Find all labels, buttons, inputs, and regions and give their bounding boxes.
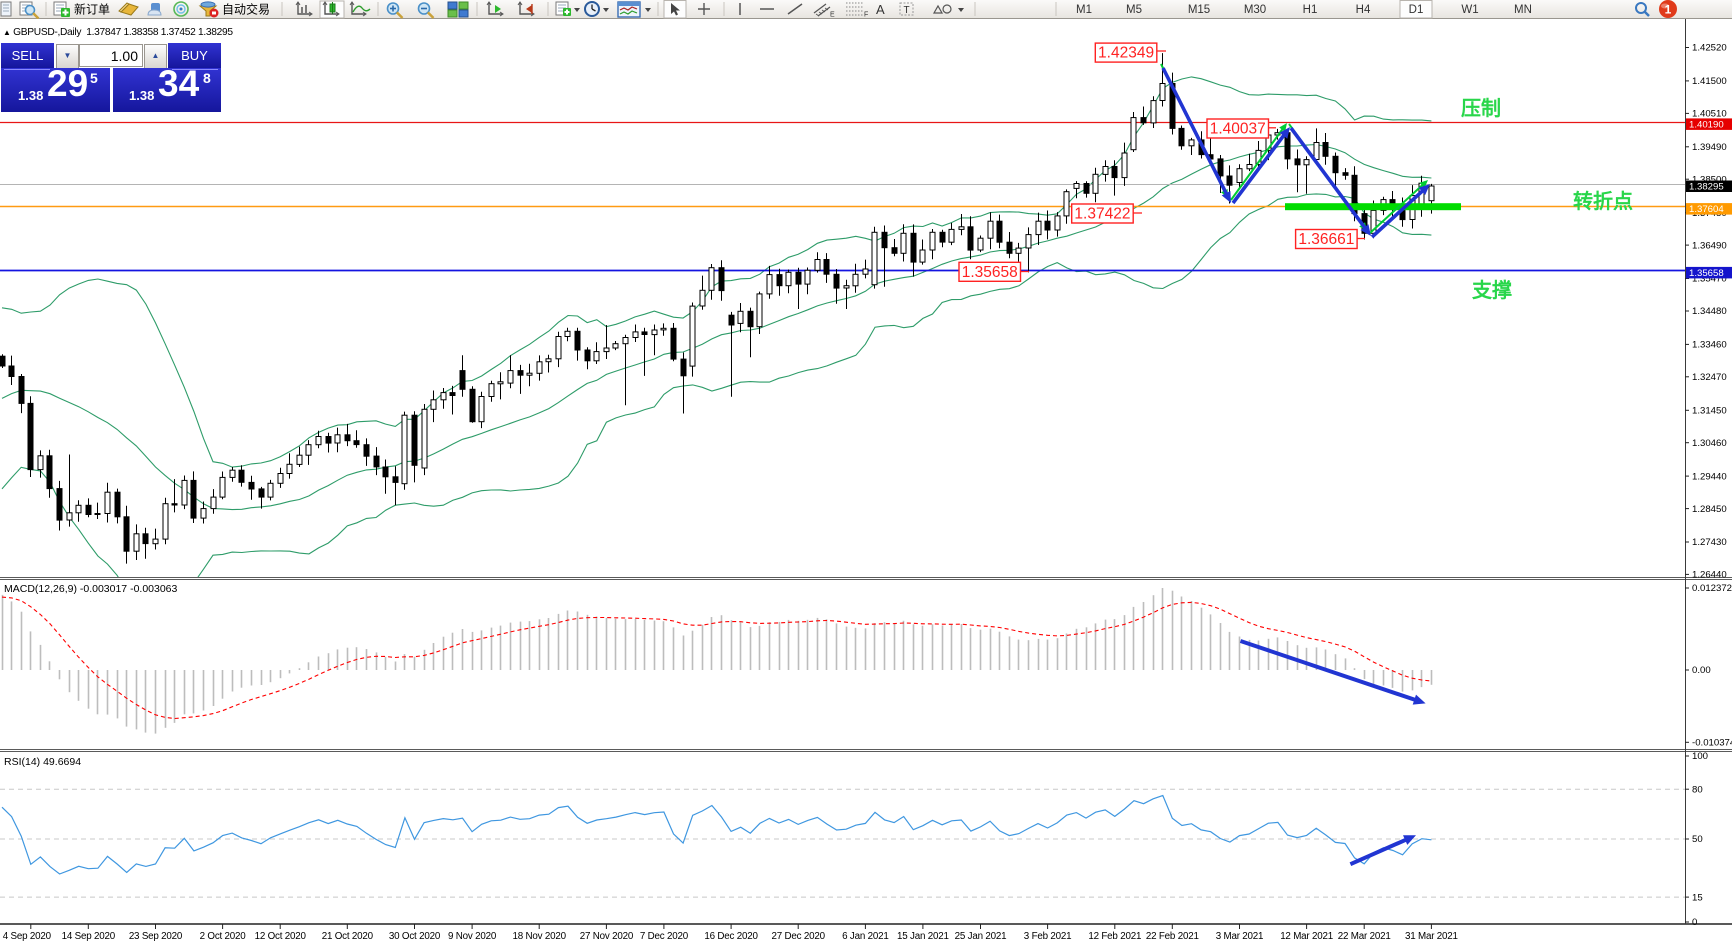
svg-text:E: E <box>830 12 835 19</box>
svg-text:MN: MN <box>1514 4 1532 16</box>
svg-text:1.37604: 1.37604 <box>1689 204 1724 215</box>
svg-text:支撑: 支撑 <box>1472 278 1512 302</box>
svg-text:0.012372: 0.012372 <box>1692 583 1732 594</box>
svg-text:9 Nov 2020: 9 Nov 2020 <box>448 931 497 942</box>
svg-text:M30: M30 <box>1244 4 1266 16</box>
svg-text:压制: 压制 <box>1461 97 1501 120</box>
svg-text:1.36490: 1.36490 <box>1692 240 1727 251</box>
svg-text:MACD(12,26,9) -0.003017 -0.003: MACD(12,26,9) -0.003017 -0.003063 <box>4 583 178 595</box>
svg-text:50: 50 <box>1692 834 1703 845</box>
svg-text:16 Dec 2020: 16 Dec 2020 <box>704 931 758 942</box>
svg-text:27 Nov 2020: 27 Nov 2020 <box>580 931 634 942</box>
svg-text:1.42520: 1.42520 <box>1692 43 1727 54</box>
svg-text:M5: M5 <box>1126 4 1142 16</box>
svg-text:RSI(14) 49.6694: RSI(14) 49.6694 <box>4 756 81 768</box>
svg-text:H1: H1 <box>1303 4 1318 16</box>
svg-text:0: 0 <box>1692 917 1697 928</box>
svg-text:1.28450: 1.28450 <box>1692 504 1727 515</box>
svg-text:30 Oct 2020: 30 Oct 2020 <box>389 931 441 942</box>
svg-text:1.40510: 1.40510 <box>1692 109 1727 120</box>
svg-text:1.29440: 1.29440 <box>1692 471 1727 482</box>
svg-text:-0.010374: -0.010374 <box>1692 738 1732 749</box>
svg-text:H4: H4 <box>1356 4 1371 16</box>
svg-text:21 Oct 2020: 21 Oct 2020 <box>322 931 374 942</box>
svg-text:22 Feb 2021: 22 Feb 2021 <box>1146 931 1199 942</box>
svg-text:100: 100 <box>1692 751 1708 762</box>
svg-text:M15: M15 <box>1188 4 1210 16</box>
svg-text:27 Dec 2020: 27 Dec 2020 <box>772 931 826 942</box>
svg-text:6 Jan 2021: 6 Jan 2021 <box>842 931 888 942</box>
svg-text:自动交易: 自动交易 <box>222 2 270 17</box>
svg-text:1.27430: 1.27430 <box>1692 537 1727 548</box>
svg-text:F: F <box>864 12 868 19</box>
svg-text:1.39490: 1.39490 <box>1692 142 1727 153</box>
svg-text:1.41500: 1.41500 <box>1692 76 1727 87</box>
svg-text:1.38295: 1.38295 <box>1689 181 1724 192</box>
svg-text:25 Jan 2021: 25 Jan 2021 <box>955 931 1007 942</box>
svg-text:W1: W1 <box>1461 4 1478 16</box>
svg-text:12 Feb 2021: 12 Feb 2021 <box>1088 931 1141 942</box>
svg-text:1.34480: 1.34480 <box>1692 306 1727 317</box>
svg-text:1.36661: 1.36661 <box>1298 231 1354 248</box>
svg-text:1.40037: 1.40037 <box>1210 121 1266 138</box>
svg-text:2 Oct 2020: 2 Oct 2020 <box>200 931 247 942</box>
svg-text:1.26440: 1.26440 <box>1692 570 1727 581</box>
svg-text:3 Feb 2021: 3 Feb 2021 <box>1024 931 1072 942</box>
svg-text:新订单: 新订单 <box>74 2 110 17</box>
svg-text:12 Oct 2020: 12 Oct 2020 <box>255 931 307 942</box>
svg-text:1.33460: 1.33460 <box>1692 340 1727 351</box>
svg-text:1.35658: 1.35658 <box>1689 268 1724 279</box>
svg-text:1.32470: 1.32470 <box>1692 372 1727 383</box>
svg-text:转折点: 转折点 <box>1573 189 1633 213</box>
svg-text:1: 1 <box>1665 3 1672 17</box>
svg-text:14 Sep 2020: 14 Sep 2020 <box>62 931 116 942</box>
svg-text:31 Mar 2021: 31 Mar 2021 <box>1405 931 1458 942</box>
svg-text:22 Mar 2021: 22 Mar 2021 <box>1338 931 1391 942</box>
svg-text:1.40190: 1.40190 <box>1689 119 1724 130</box>
svg-text:1.31450: 1.31450 <box>1692 406 1727 417</box>
svg-text:23 Sep 2020: 23 Sep 2020 <box>129 931 183 942</box>
svg-text:18 Nov 2020: 18 Nov 2020 <box>513 931 567 942</box>
svg-text:15: 15 <box>1692 892 1703 903</box>
svg-text:1.35658: 1.35658 <box>962 264 1018 281</box>
svg-text:4 Sep 2020: 4 Sep 2020 <box>3 931 52 942</box>
svg-text:M1: M1 <box>1076 4 1092 16</box>
svg-text:1.37422: 1.37422 <box>1074 206 1130 223</box>
svg-text:A: A <box>876 2 885 17</box>
svg-text:15 Jan 2021: 15 Jan 2021 <box>897 931 949 942</box>
svg-text:0.00: 0.00 <box>1692 665 1711 676</box>
svg-text:7 Dec 2020: 7 Dec 2020 <box>640 931 689 942</box>
svg-text:1.38500: 1.38500 <box>1692 174 1727 185</box>
svg-text:12 Mar 2021: 12 Mar 2021 <box>1280 931 1333 942</box>
svg-text:80: 80 <box>1692 784 1703 795</box>
svg-text:1.30460: 1.30460 <box>1692 438 1727 449</box>
svg-text:D1: D1 <box>1409 4 1424 16</box>
svg-text:3 Mar 2021: 3 Mar 2021 <box>1216 931 1264 942</box>
svg-text:1.42349: 1.42349 <box>1098 45 1154 62</box>
svg-text:T: T <box>904 5 910 16</box>
svg-text:1.35470: 1.35470 <box>1692 274 1727 285</box>
